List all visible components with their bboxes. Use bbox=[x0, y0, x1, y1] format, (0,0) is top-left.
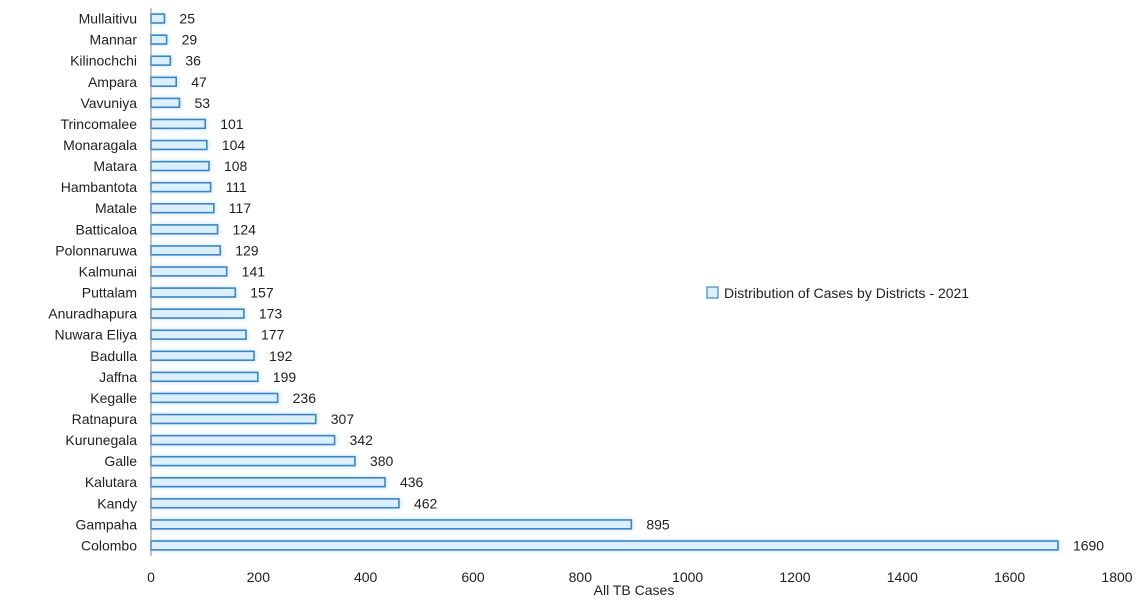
category-label: Trincomalee bbox=[60, 116, 137, 132]
bar-hambantota bbox=[150, 181, 212, 193]
x-tick-label: 400 bbox=[354, 569, 378, 585]
category-label: Badulla bbox=[90, 348, 137, 364]
bar-kegalle bbox=[150, 392, 279, 404]
category-label: Matale bbox=[95, 200, 137, 216]
bar-colombo bbox=[150, 540, 1059, 551]
category-label: Kandy bbox=[97, 495, 137, 511]
category-label: Ratnapura bbox=[72, 411, 138, 427]
data-label: 117 bbox=[229, 200, 252, 216]
category-label: Hambantota bbox=[61, 179, 137, 195]
category-label: Batticaloa bbox=[76, 221, 138, 237]
data-label: 53 bbox=[194, 95, 210, 111]
bar-ampara bbox=[150, 76, 178, 87]
category-label: Kegalle bbox=[90, 390, 137, 406]
data-label: 25 bbox=[179, 11, 195, 27]
labels-layer: Mullaitivu 25 Mannar 29 Kilinochchi 36 Ampara 4… bbox=[48, 11, 1104, 554]
data-label: 236 bbox=[293, 390, 317, 406]
data-label: 129 bbox=[235, 242, 259, 258]
data-label: 173 bbox=[259, 306, 283, 322]
data-label: 108 bbox=[224, 158, 248, 174]
x-tick-label: 800 bbox=[569, 569, 593, 585]
x-tick-label: 1400 bbox=[887, 569, 918, 585]
category-label: Vavuniya bbox=[80, 95, 137, 111]
data-label: 36 bbox=[185, 53, 201, 69]
data-label: 157 bbox=[250, 285, 274, 301]
data-label: 199 bbox=[273, 369, 297, 385]
category-label: Kalmunai bbox=[79, 263, 137, 279]
category-label: Gampaha bbox=[76, 516, 138, 532]
bar-badulla bbox=[150, 350, 255, 361]
bar-jaffna bbox=[150, 371, 259, 383]
bar-mullaitivu bbox=[150, 13, 166, 24]
bar-kilinochchi bbox=[150, 55, 172, 66]
bar-monaragala bbox=[150, 139, 208, 151]
bar-trincomalee bbox=[150, 118, 207, 130]
data-label: 29 bbox=[182, 32, 198, 48]
x-tick-label: 200 bbox=[247, 569, 271, 585]
category-label: Mannar bbox=[90, 32, 138, 48]
data-label: 47 bbox=[191, 74, 207, 90]
category-label: Kilinochchi bbox=[70, 53, 137, 69]
x-tick-label: 1200 bbox=[779, 569, 810, 585]
bar-gampaha bbox=[150, 519, 633, 530]
x-tick-label: 600 bbox=[461, 569, 485, 585]
x-tick-label: 1800 bbox=[1101, 569, 1132, 585]
data-label: 177 bbox=[261, 327, 285, 343]
bar-kalmunai bbox=[150, 266, 228, 277]
bar-mannar bbox=[150, 34, 168, 45]
bar-polonnaruwa bbox=[150, 245, 222, 256]
data-label: 124 bbox=[233, 221, 257, 237]
data-label: 104 bbox=[222, 137, 246, 153]
category-label: Colombo bbox=[81, 537, 137, 553]
bar-kandy bbox=[150, 498, 400, 509]
bar-ratnapura bbox=[150, 413, 317, 425]
category-label: Monaragala bbox=[63, 137, 137, 153]
bars-layer bbox=[150, 13, 1060, 551]
x-tick-label: 1000 bbox=[672, 569, 703, 585]
bar-nuwara-eliya bbox=[150, 329, 247, 340]
legend-layer: Distribution of Cases by Districts - 202… bbox=[706, 285, 969, 301]
bar-matara bbox=[150, 160, 210, 172]
category-label: Matara bbox=[93, 158, 137, 174]
category-label: Kurunegala bbox=[65, 432, 137, 448]
bar-batticaloa bbox=[150, 224, 219, 235]
data-label: 192 bbox=[269, 348, 293, 364]
x-tick-label: 0 bbox=[147, 569, 155, 585]
legend-label: Distribution of Cases by Districts - 202… bbox=[724, 285, 969, 301]
data-label: 462 bbox=[414, 495, 438, 511]
legend-swatch bbox=[706, 286, 719, 299]
category-label: Jaffna bbox=[99, 369, 137, 385]
data-label: 1690 bbox=[1073, 537, 1104, 553]
category-label: Kalutara bbox=[85, 474, 137, 490]
category-label: Ampara bbox=[88, 74, 137, 90]
data-label: 895 bbox=[646, 516, 670, 532]
data-label: 141 bbox=[242, 263, 266, 279]
category-label: Puttalam bbox=[82, 285, 137, 301]
bar-kurunegala bbox=[150, 434, 336, 446]
category-label: Anuradhapura bbox=[48, 306, 137, 322]
x-tick-label: 1600 bbox=[994, 569, 1025, 585]
data-label: 380 bbox=[370, 453, 394, 469]
bar-galle bbox=[150, 455, 356, 467]
data-label: 111 bbox=[226, 179, 247, 195]
data-label: 436 bbox=[400, 474, 424, 490]
axis-layer: 0 200 400 600 800 1000 1200 1400 1600 1800 All TB … bbox=[147, 8, 1133, 598]
category-label: Nuwara Eliya bbox=[55, 327, 138, 343]
bar-matale bbox=[150, 203, 215, 214]
category-label: Mullaitivu bbox=[79, 11, 137, 27]
bar-puttalam bbox=[150, 287, 237, 298]
category-label: Galle bbox=[104, 453, 137, 469]
bar-anuradhapura bbox=[150, 308, 245, 319]
bar-kalutara bbox=[150, 477, 386, 488]
category-label: Polonnaruwa bbox=[55, 242, 137, 258]
data-label: 307 bbox=[331, 411, 355, 427]
data-label: 342 bbox=[350, 432, 374, 448]
bar-vavuniya bbox=[150, 97, 181, 109]
x-axis-title: All TB Cases bbox=[594, 582, 675, 598]
data-label: 101 bbox=[220, 116, 244, 132]
